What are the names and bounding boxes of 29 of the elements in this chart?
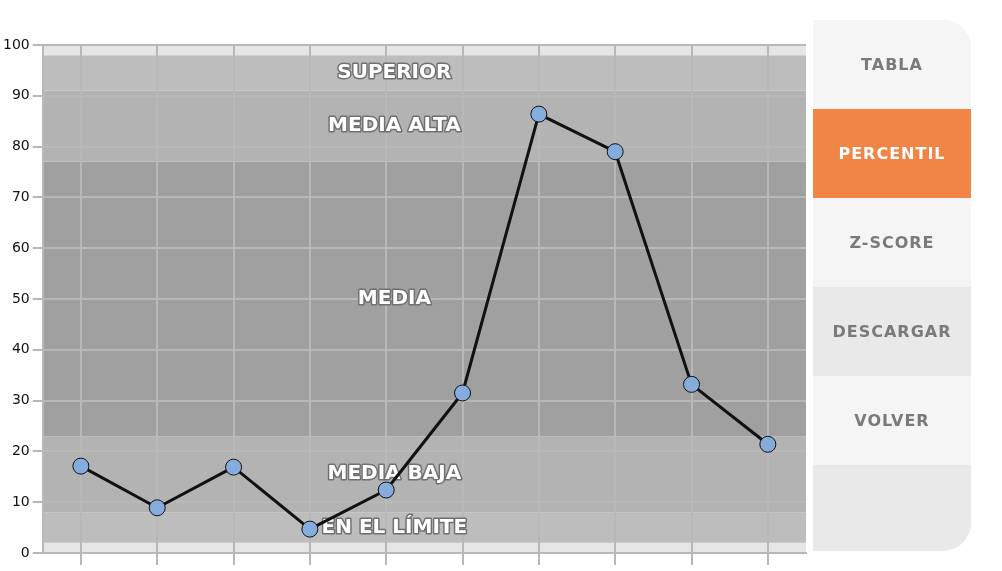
point [301, 520, 319, 538]
text: VOLVER [813, 376, 971, 465]
y-tick-label: 70 [11, 188, 30, 205]
point [225, 458, 243, 476]
y-tick-label: 100 [2, 35, 30, 52]
y-tick-label: 0 [20, 543, 30, 560]
point [148, 499, 166, 517]
text: DESCARGAR [813, 287, 971, 376]
y-tick-label: 90 [11, 86, 30, 103]
point [683, 375, 701, 393]
band-label: MEDIA [357, 285, 432, 310]
y-tick-label: 30 [11, 391, 30, 408]
band-label: SUPERIOR [337, 59, 452, 84]
point [530, 105, 548, 123]
band-label: MEDIA ALTA [328, 112, 462, 137]
y-tick-label: 40 [11, 340, 30, 357]
text: Z-SCORE [813, 198, 971, 287]
y-tick-label: 10 [11, 492, 30, 509]
y-tick-label: 20 [11, 442, 30, 459]
y-tick-label: 50 [11, 289, 30, 306]
y-tick-label: 80 [11, 137, 30, 154]
text: PERCENTIL [813, 109, 971, 198]
point [454, 384, 472, 402]
text: TABLA [813, 20, 971, 109]
point [606, 143, 624, 161]
y-tick-label: 60 [11, 238, 30, 255]
point [377, 481, 395, 499]
point [759, 435, 777, 453]
point [72, 457, 90, 475]
